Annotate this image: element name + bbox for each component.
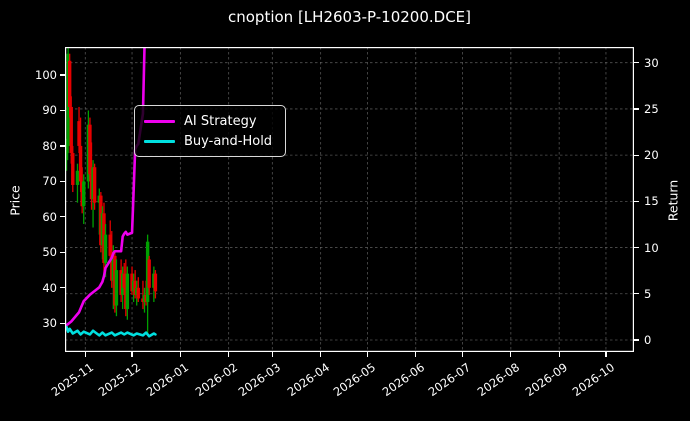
price-tick-label: 50: [42, 245, 57, 260]
return-tick-label: 20: [644, 148, 659, 163]
date-tick-label: 2026-09: [522, 360, 571, 400]
date-tick-mark: [366, 352, 368, 357]
price-tick-mark: [60, 251, 65, 253]
date-tick-mark: [461, 352, 464, 357]
return-tick-label: 15: [644, 194, 659, 209]
plot-spines: [65, 47, 634, 352]
buy-and-hold-line: [65, 325, 157, 338]
date-tick-mark: [271, 352, 273, 357]
chart-title: cnoption [LH2603-P-10200.DCE]: [228, 8, 471, 26]
date-tick-mark: [131, 352, 133, 357]
return-tick-mark: [634, 339, 639, 341]
date-tick-mark: [510, 352, 512, 357]
date-tick-mark: [320, 352, 322, 357]
date-tick-label: 2026-05: [331, 360, 379, 400]
plot-area: AI Strategy Buy-and-Hold: [65, 47, 634, 352]
date-tick-label: 2026-03: [235, 360, 284, 400]
date-tick-mark: [84, 352, 86, 357]
date-tick-label: 2026-10: [569, 360, 617, 400]
return-tick-mark: [634, 154, 639, 156]
ai-strategy-line-icon: [144, 119, 175, 123]
date-tick-mark: [558, 352, 560, 357]
return-tick-label: 25: [644, 101, 659, 116]
price-tick-mark: [60, 322, 65, 324]
return-tick-label: 5: [644, 286, 652, 301]
legend-label-ai-strategy: AI Strategy: [184, 113, 257, 129]
date-tick-mark: [415, 352, 417, 357]
buy-and-hold-line-icon: [144, 139, 175, 143]
price-tick-label: 60: [42, 209, 57, 224]
date-tick-label: 2026-07: [426, 360, 474, 400]
date-tick-label: 2026-02: [192, 360, 240, 400]
return-tick-mark: [634, 200, 639, 202]
return-tick-label: 10: [644, 240, 659, 255]
price-tick-mark: [60, 287, 65, 289]
price-tick-mark: [60, 74, 65, 76]
price-tick-label: 90: [42, 103, 57, 118]
return-tick-mark: [634, 246, 639, 249]
price-tick-label: 80: [42, 138, 57, 153]
date-tick-label: 2025-12: [95, 360, 144, 400]
price-tick-mark: [60, 180, 65, 182]
plot-canvas: [65, 47, 634, 352]
date-tick-label: 2026-08: [474, 360, 522, 400]
price-tick-mark: [60, 216, 65, 218]
price-tick-label: 30: [42, 316, 57, 331]
date-tick-label: 2025-11: [48, 360, 97, 400]
return-tick-label: 30: [644, 55, 659, 70]
date-tick-label: 2026-01: [143, 360, 192, 400]
legend-label-buy-and-hold: Buy-and-Hold: [184, 133, 273, 149]
date-tick-mark: [179, 352, 181, 357]
date-tick-mark: [228, 352, 230, 357]
legend: AI Strategy Buy-and-Hold: [134, 105, 287, 157]
return-tick-mark: [634, 293, 639, 295]
date-tick-mark: [605, 352, 607, 357]
legend-entry-buy-and-hold: Buy-and-Hold: [144, 131, 272, 151]
return-tick-label: 0: [644, 332, 652, 347]
return-tick-mark: [634, 62, 639, 64]
price-tick-label: 100: [35, 68, 57, 83]
date-tick-label: 2026-06: [379, 360, 427, 400]
legend-entry-ai-strategy: AI Strategy: [144, 111, 272, 131]
price-tick-label: 40: [42, 280, 57, 295]
price-tick-label: 70: [42, 174, 57, 189]
return-tick-mark: [634, 108, 639, 110]
price-tick-mark: [60, 145, 65, 147]
date-tick-label: 2026-04: [284, 360, 332, 400]
price-tick-mark: [60, 109, 65, 112]
